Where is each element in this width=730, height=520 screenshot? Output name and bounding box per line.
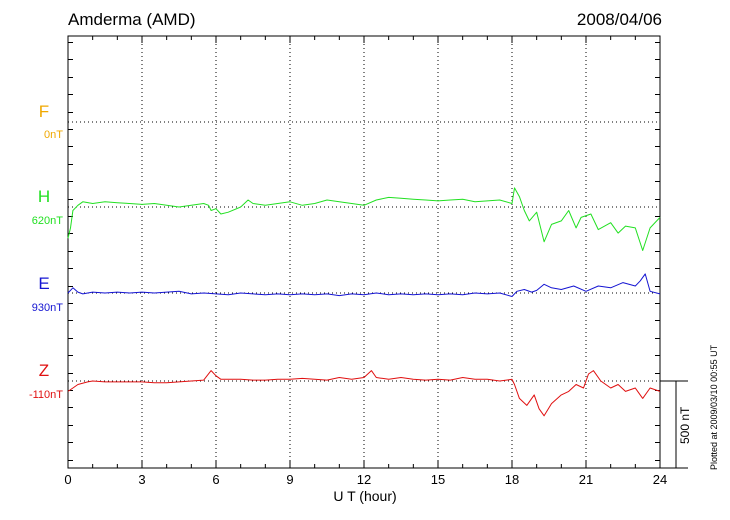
x-tick-labels: 0 3 6 9 12 15 18 21 24 [64,472,667,487]
series-line-z [67,370,661,417]
x-tick-label: 15 [431,472,445,487]
grid-lines [68,36,660,468]
x-tick-label: 0 [64,472,71,487]
series-line-h [67,187,661,251]
x-tick-label: 3 [138,472,145,487]
series-baseline-e: 930nT [32,302,63,314]
series-baseline-f: 0nT [44,129,63,141]
x-tick-label: 9 [286,472,293,487]
scale-bar-label: 500 nT [678,406,692,444]
series-lines [67,187,661,417]
x-tick-label: 18 [505,472,519,487]
series-name-f: F [39,102,49,121]
series-labels: F 0nT H 620nT E 930nT Z -110nT [29,102,63,401]
series-name-e: E [38,274,49,293]
scale-bar [660,380,688,469]
series-baseline-h: 620nT [32,215,63,227]
x-tick-label: 24 [653,472,667,487]
x-tick-label: 6 [212,472,219,487]
axis-ticks [67,36,661,468]
date-title: 2008/04/06 [576,10,662,29]
x-tick-label: 21 [579,472,593,487]
series-name-h: H [38,187,50,206]
plotted-at-note: Plotted at 2009/03/10 00:55 UT [709,344,719,470]
series-baseline-z: -110nT [29,389,63,401]
station-title: Amderma (AMD) [68,10,196,29]
series-line-e [67,273,661,297]
x-axis-label: U T (hour) [333,488,397,504]
series-name-z: Z [39,361,49,380]
x-tick-label: 12 [357,472,371,487]
